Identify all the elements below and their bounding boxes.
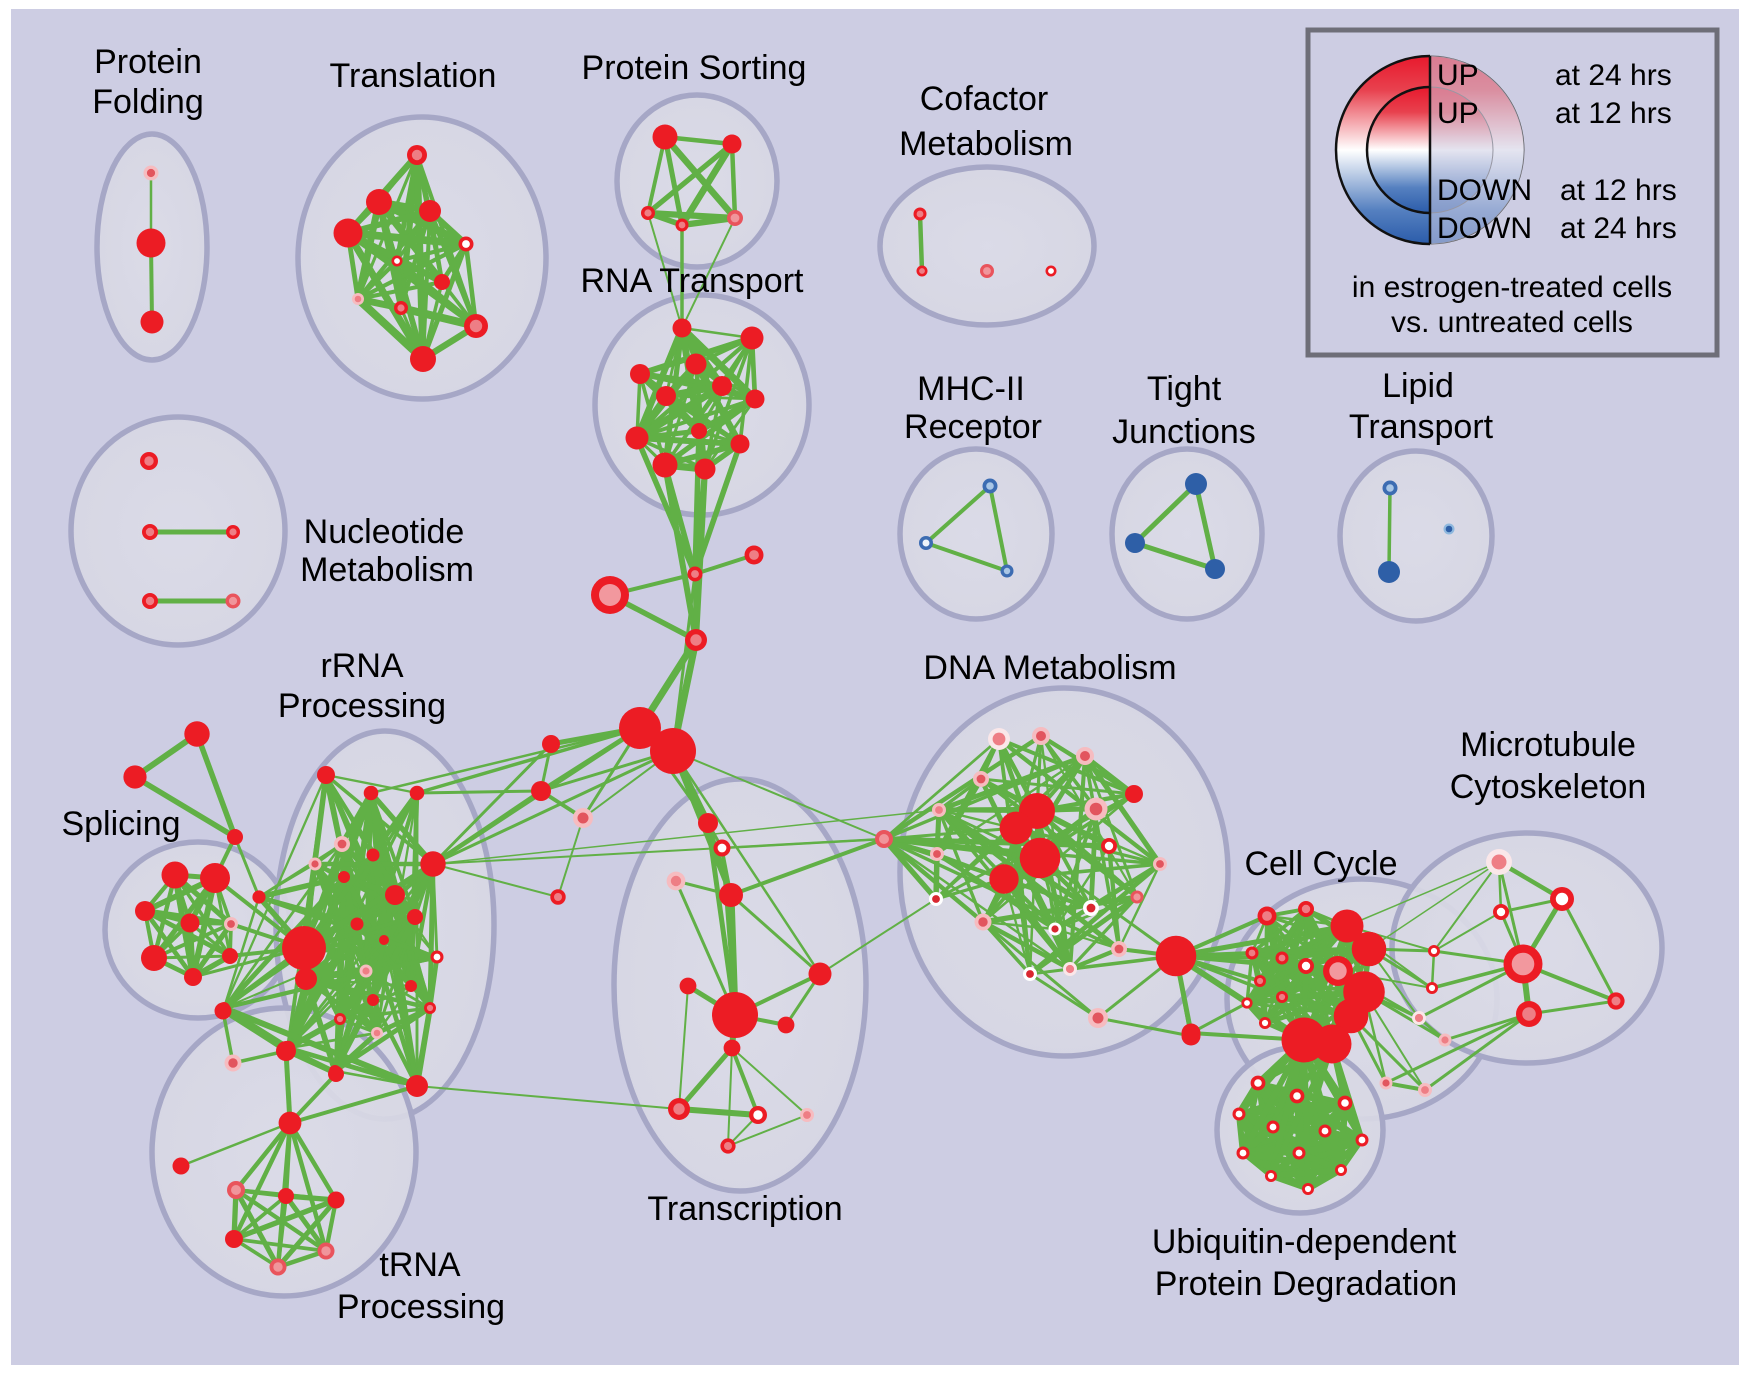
svg-text:vs. untreated cells: vs. untreated cells — [1391, 306, 1633, 339]
svg-text:Processing: Processing — [278, 687, 446, 725]
svg-text:UP: UP — [1437, 59, 1479, 92]
svg-text:Lipid: Lipid — [1382, 367, 1454, 405]
svg-text:Protein Degradation: Protein Degradation — [1155, 1265, 1457, 1303]
svg-text:DOWN: DOWN — [1437, 212, 1532, 245]
svg-text:Processing: Processing — [337, 1288, 505, 1326]
svg-text:tRNA: tRNA — [379, 1246, 461, 1284]
svg-text:at 24 hrs: at 24 hrs — [1560, 212, 1677, 245]
svg-text:at 12 hrs: at 12 hrs — [1560, 174, 1677, 207]
svg-text:Transport: Transport — [1349, 408, 1494, 446]
svg-text:Cofactor: Cofactor — [920, 80, 1049, 118]
svg-text:Folding: Folding — [92, 83, 204, 121]
svg-text:rRNA: rRNA — [320, 647, 403, 685]
svg-text:Metabolism: Metabolism — [300, 551, 474, 589]
svg-text:Cytoskeleton: Cytoskeleton — [1450, 768, 1647, 806]
svg-text:DOWN: DOWN — [1437, 174, 1532, 207]
svg-text:Receptor: Receptor — [904, 408, 1042, 446]
svg-text:Ubiquitin-dependent: Ubiquitin-dependent — [1152, 1223, 1457, 1261]
svg-text:DNA Metabolism: DNA Metabolism — [923, 649, 1176, 687]
svg-text:Microtubule: Microtubule — [1460, 726, 1636, 764]
svg-text:Transcription: Transcription — [647, 1190, 842, 1228]
svg-text:Splicing: Splicing — [61, 805, 180, 843]
svg-text:Metabolism: Metabolism — [899, 125, 1073, 163]
svg-text:at 12 hrs: at 12 hrs — [1555, 97, 1672, 130]
svg-text:at 24 hrs: at 24 hrs — [1555, 59, 1672, 92]
svg-text:UP: UP — [1437, 97, 1479, 130]
svg-text:Nucleotide: Nucleotide — [304, 513, 465, 551]
svg-text:in estrogen-treated cells: in estrogen-treated cells — [1352, 271, 1672, 304]
svg-text:Cell Cycle: Cell Cycle — [1244, 845, 1397, 883]
svg-text:Tight: Tight — [1147, 370, 1222, 408]
svg-text:Junctions: Junctions — [1112, 413, 1256, 451]
svg-text:Translation: Translation — [330, 57, 497, 95]
svg-text:Protein: Protein — [94, 43, 202, 81]
svg-text:Protein Sorting: Protein Sorting — [582, 49, 807, 87]
svg-text:RNA Transport: RNA Transport — [581, 262, 805, 300]
svg-text:MHC-II: MHC-II — [917, 370, 1025, 408]
